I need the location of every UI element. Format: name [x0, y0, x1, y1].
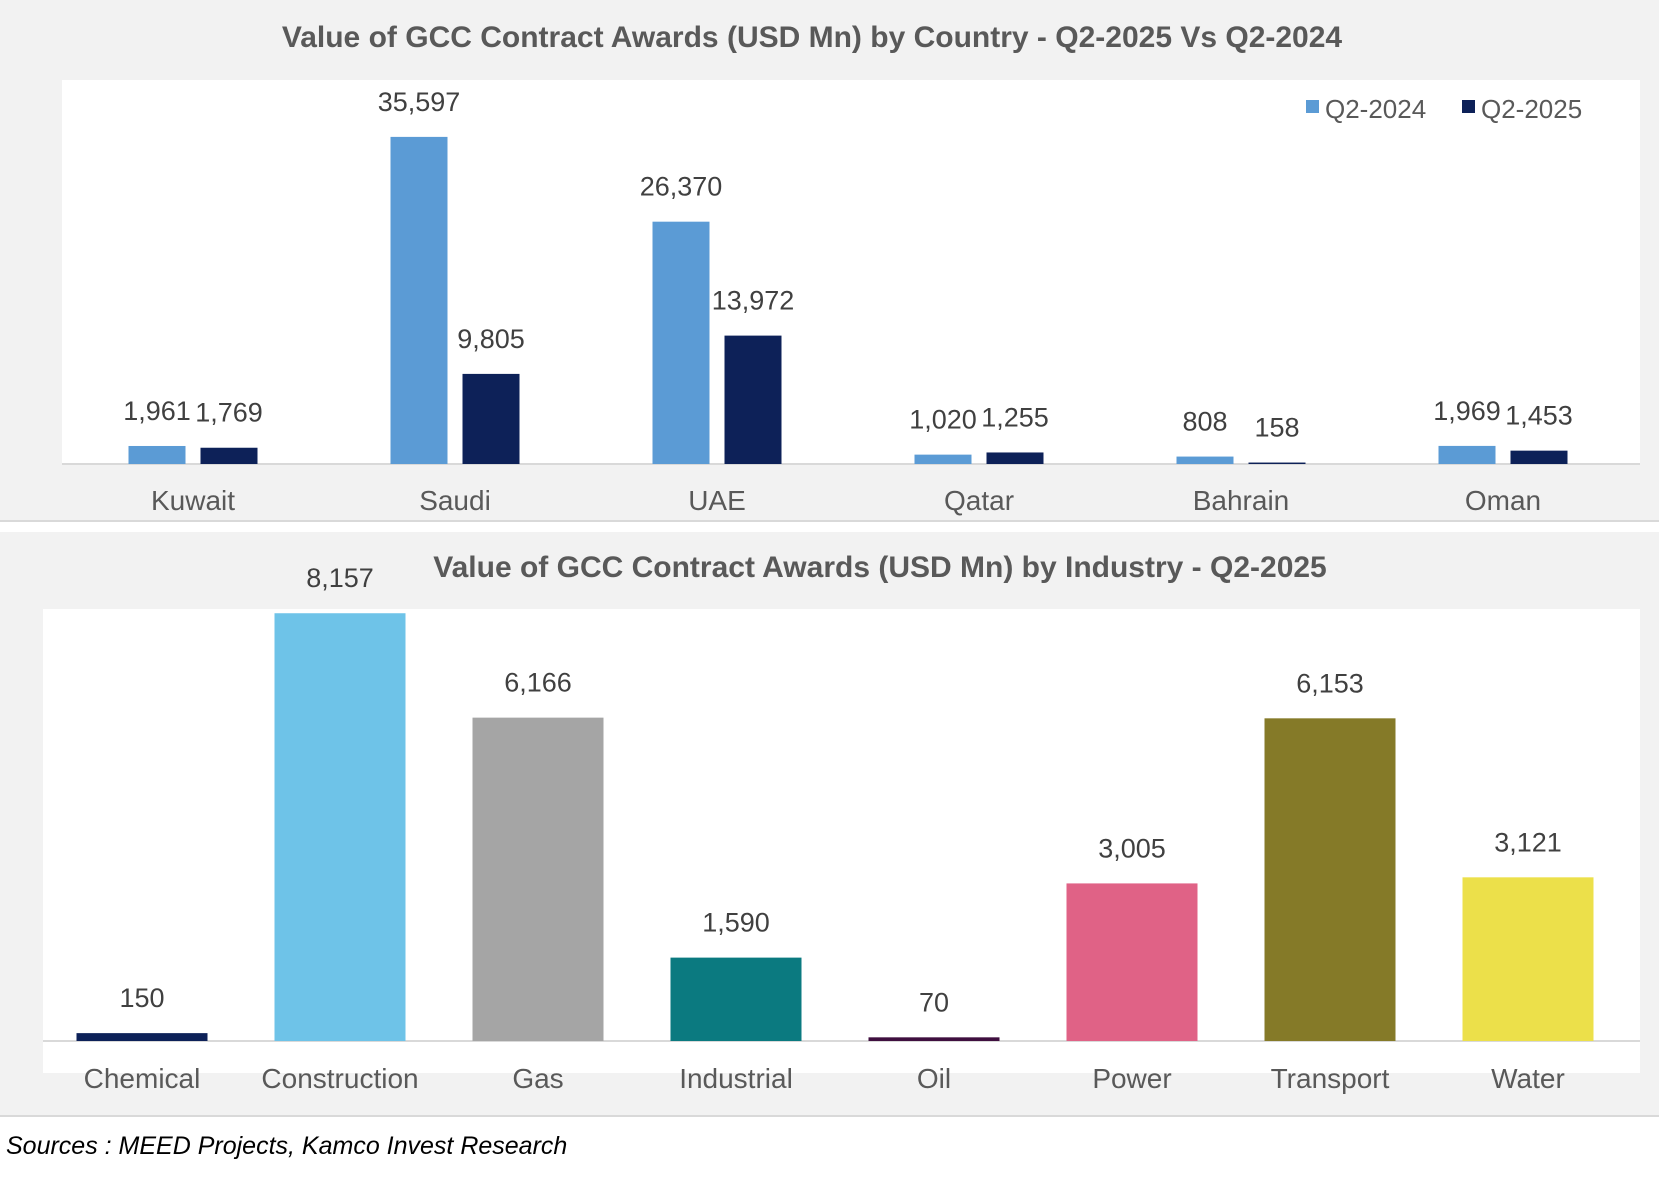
x-tick-chemical: Chemical — [84, 1063, 201, 1094]
bar-oman-q2-2025 — [1510, 450, 1568, 464]
bar-kuwait-q2-2024 — [128, 445, 186, 464]
data-label-bahrain-q2-2025: 158 — [1254, 413, 1299, 443]
bar-saudi-q2-2024 — [390, 136, 448, 464]
x-tick-oil: Oil — [917, 1063, 951, 1094]
data-label-transport: 6,153 — [1296, 668, 1364, 698]
x-tick-uae: UAE — [688, 485, 746, 516]
source-note: Sources : MEED Projects, Kamco Invest Re… — [6, 1132, 568, 1160]
legend-swatch-q2-2024 — [1306, 100, 1319, 113]
bar-kuwait-q2-2025 — [200, 447, 258, 464]
x-tick-power: Power — [1092, 1063, 1171, 1094]
x-tick-water: Water — [1491, 1063, 1565, 1094]
data-label-saudi-q2-2024: 35,597 — [378, 87, 461, 117]
bar-industrial — [670, 957, 802, 1041]
data-label-kuwait-q2-2025: 1,769 — [195, 398, 263, 428]
x-tick-qatar: Qatar — [944, 485, 1014, 516]
bar-saudi-q2-2025 — [462, 373, 520, 464]
bar-construction — [274, 613, 406, 1041]
bar-uae-q2-2025 — [724, 335, 782, 464]
data-label-construction: 8,157 — [306, 563, 374, 593]
data-label-chemical: 150 — [119, 983, 164, 1013]
data-label-gas: 6,166 — [504, 668, 572, 698]
x-tick-industrial: Industrial — [679, 1063, 793, 1094]
x-tick-bahrain: Bahrain — [1193, 485, 1290, 516]
data-label-kuwait-q2-2024: 1,961 — [123, 396, 191, 426]
country-plot-area — [62, 80, 1640, 464]
bar-oman-q2-2024 — [1438, 445, 1496, 464]
bar-oil — [868, 1037, 1000, 1041]
bar-bahrain-q2-2024 — [1176, 456, 1234, 464]
data-label-oman-q2-2025: 1,453 — [1505, 401, 1573, 431]
data-label-uae-q2-2024: 26,370 — [640, 172, 723, 202]
country-bars: 1,961 1,769 Kuwait 35,597 9,805 Saudi 26,370 13… — [123, 87, 1573, 516]
legend-label-q2-2024: Q2-2024 — [1325, 94, 1426, 124]
x-tick-transport: Transport — [1271, 1063, 1390, 1094]
country-chart-title: Value of GCC Contract Awards (USD Mn) by… — [282, 21, 1343, 54]
country-chart: Value of GCC Contract Awards (USD Mn) by… — [62, 21, 1640, 516]
industry-chart: Value of GCC Contract Awards (USD Mn) by… — [43, 551, 1640, 1094]
country-chart-panel: Value of GCC Contract Awards (USD Mn) by… — [0, 0, 1659, 522]
industry-chart-title: Value of GCC Contract Awards (USD Mn) by… — [433, 551, 1327, 584]
data-label-oman-q2-2024: 1,969 — [1433, 396, 1501, 426]
bar-bahrain-q2-2025 — [1248, 462, 1306, 464]
bar-gas — [472, 717, 604, 1041]
bar-power — [1066, 883, 1198, 1041]
data-label-uae-q2-2025: 13,972 — [712, 286, 795, 316]
industry-bars: 150 Chemical 8,157 Construction 6,166 Gas 1,59… — [76, 563, 1594, 1094]
x-tick-gas: Gas — [512, 1063, 563, 1094]
bar-qatar-q2-2025 — [986, 452, 1044, 464]
legend-label-q2-2025: Q2-2025 — [1481, 94, 1582, 124]
bar-qatar-q2-2024 — [914, 454, 972, 464]
data-label-oil: 70 — [919, 987, 949, 1017]
data-label-industrial: 1,590 — [702, 908, 770, 938]
data-label-qatar-q2-2025: 1,255 — [981, 402, 1049, 432]
bar-chemical — [76, 1033, 208, 1041]
data-label-qatar-q2-2024: 1,020 — [909, 405, 977, 435]
data-label-power: 3,005 — [1098, 833, 1166, 863]
data-label-bahrain-q2-2024: 808 — [1182, 407, 1227, 437]
x-tick-kuwait: Kuwait — [151, 485, 235, 516]
x-tick-saudi: Saudi — [419, 485, 491, 516]
x-tick-construction: Construction — [261, 1063, 418, 1094]
bar-uae-q2-2024 — [652, 221, 710, 464]
data-label-saudi-q2-2025: 9,805 — [457, 324, 525, 354]
industry-chart-panel: Value of GCC Contract Awards (USD Mn) by… — [0, 532, 1659, 1117]
x-tick-oman: Oman — [1465, 485, 1541, 516]
legend-swatch-q2-2025 — [1462, 100, 1475, 113]
bar-water — [1462, 877, 1594, 1041]
bar-transport — [1264, 718, 1396, 1041]
data-label-water: 3,121 — [1494, 827, 1562, 857]
